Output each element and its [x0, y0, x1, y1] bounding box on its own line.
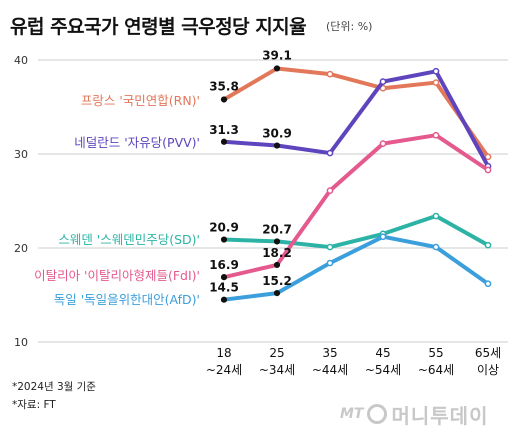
series-line-4	[222, 234, 490, 302]
series-0-point-0	[220, 96, 228, 103]
series-label-2: 스웨덴 '스웨덴민주당(SD)'	[58, 232, 200, 247]
y-tick-20: 20	[14, 242, 28, 255]
series-line-1	[222, 69, 490, 169]
x-tick-3-bottom: ~54세	[365, 363, 401, 377]
series-4-value-label-0: 14.5	[209, 281, 239, 295]
series-2-value-label-1: 20.7	[262, 222, 292, 236]
series-4-point-5	[484, 280, 492, 288]
logo-name: 머니투데이	[391, 403, 489, 428]
series-1-point-4	[432, 67, 440, 75]
series-1-point-3	[379, 78, 387, 85]
series-2-point-4	[432, 212, 440, 220]
x-tick-0-top: 18	[216, 346, 231, 360]
footnote-date: *2024년 3월 기준	[12, 381, 96, 393]
footnote-source: *자료: FT	[12, 399, 56, 411]
series-4-point-1	[273, 290, 281, 297]
chart-unit: (단위: %)	[326, 20, 373, 33]
series-4-value-label-1: 15.2	[262, 274, 292, 288]
y-tick-40: 40	[14, 54, 28, 67]
x-tick-1-bottom: ~34세	[259, 363, 295, 377]
series-3-point-0	[220, 274, 228, 281]
series-4-point-3	[379, 233, 387, 241]
series-2-point-5	[484, 241, 492, 249]
series-1-point-0	[220, 138, 228, 145]
x-tick-2-bottom: ~44세	[312, 363, 348, 377]
y-tick-10: 10	[14, 336, 28, 349]
series-0-point-1	[273, 65, 281, 72]
series-line-3	[222, 133, 490, 280]
series-label-3: 이탈리아 '이탈리아형제들(FdI)'	[34, 268, 200, 283]
series-2-value-label-0: 20.9	[209, 221, 239, 235]
series-2-point-2	[326, 243, 334, 251]
series-line-2	[222, 214, 490, 250]
x-tick-5-top: 65세	[475, 346, 501, 360]
publisher-logo: MT 머니투데이	[340, 400, 515, 428]
series-0-point-4	[432, 79, 440, 86]
x-tick-5-bottom: 이상	[477, 363, 499, 377]
series-0-value-label-0: 35.8	[209, 79, 239, 93]
footnotes: *2024년 3월 기준 *자료: FT	[12, 378, 96, 414]
series-3-value-label-1: 18.2	[262, 246, 292, 260]
series-line-0	[222, 66, 490, 159]
x-tick-4-top: 55	[428, 346, 443, 360]
series-0-point-2	[326, 70, 334, 78]
series-0-value-label-1: 39.1	[262, 48, 292, 62]
x-tick-1-top: 25	[269, 346, 284, 360]
series-3-point-2	[326, 187, 334, 195]
series-label-0: 프랑스 '국민연합(RN)'	[81, 93, 200, 108]
series-2-point-1	[273, 238, 281, 245]
y-tick-30: 30	[14, 148, 28, 161]
series-2-point-0	[220, 236, 228, 243]
x-tick-0-bottom: ~24세	[206, 363, 242, 377]
series-4-point-4	[432, 243, 440, 251]
x-tick-3-top: 45	[375, 346, 390, 360]
series-label-4: 독일 '독일을위한대안(AfD)'	[54, 292, 200, 307]
series-3-point-4	[432, 131, 440, 139]
series-1-point-1	[273, 142, 281, 149]
series-1-point-2	[326, 149, 334, 157]
logo-ring-icon	[367, 404, 388, 424]
series-4-point-2	[326, 259, 334, 267]
series-1-value-label-1: 30.9	[262, 127, 292, 141]
x-tick-2-top: 35	[322, 346, 337, 360]
series-0-point-5	[484, 153, 492, 161]
series-3-value-label-0: 16.9	[209, 258, 239, 272]
series-1-value-label-0: 31.3	[209, 123, 239, 137]
chart-title: 유럽 주요국가 연령별 극우정당 지지율	[10, 16, 307, 38]
x-tick-4-bottom: ~64세	[418, 363, 454, 377]
series-label-1: 네덜란드 '자유당(PVV)'	[74, 135, 200, 150]
series-3-point-5	[484, 166, 492, 174]
logo-mt: MT	[340, 406, 364, 422]
series-3-point-1	[273, 261, 281, 269]
series-3-point-3	[379, 140, 387, 148]
series-4-point-0	[220, 296, 228, 303]
